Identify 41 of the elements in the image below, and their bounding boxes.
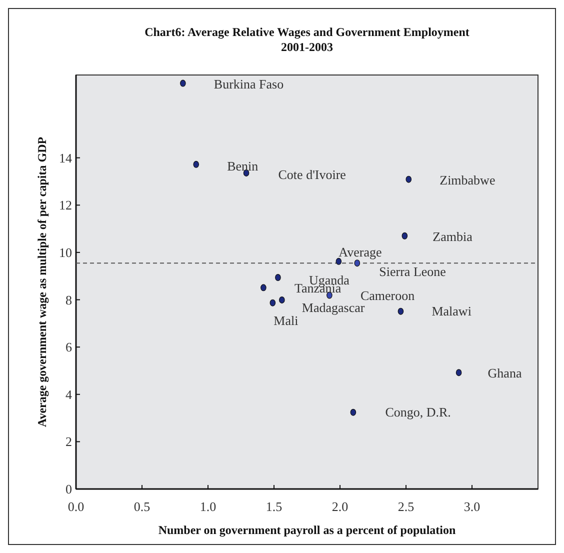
y-tick-label: 12: [59, 198, 72, 213]
point: [275, 274, 281, 282]
y-tick-label: 10: [59, 244, 72, 260]
x-tick-label: 2.5: [398, 499, 414, 514]
point: [402, 232, 408, 240]
y-tick-label: 8: [66, 292, 72, 308]
x-tick-label: 0.0: [68, 499, 84, 514]
annotation: Sierra Leone: [379, 264, 446, 280]
point: [260, 284, 266, 292]
x-tick-label: 2.0: [332, 499, 348, 514]
x-tick-label: 1.0: [200, 499, 216, 514]
y-tick-label: 6: [66, 340, 72, 355]
point: [270, 299, 276, 306]
point: [406, 176, 412, 183]
point: [193, 160, 200, 168]
y-axis-title: Average government wage as multiple of per capita GDP: [35, 136, 49, 428]
point: [354, 260, 360, 267]
x-tick-label: 3.0: [464, 499, 480, 514]
annotation: Congo, D.R.: [385, 404, 451, 420]
y-tick-label: 4: [66, 386, 72, 402]
annotation: Malawi: [432, 303, 472, 318]
annotation: Cote d'Ivoire: [278, 166, 346, 182]
annotation: Mali: [274, 312, 299, 328]
annotation: Zimbabwe: [440, 172, 496, 188]
point: [180, 80, 186, 87]
annotation: Benin: [227, 158, 259, 174]
x-tick-label: 0.5: [134, 499, 150, 514]
point: [456, 369, 462, 376]
point: [350, 408, 356, 416]
x-tick-label: 1.5: [266, 499, 282, 514]
chart-title: Chart6: Average Relative Wages and Government Employment 2001-2003: [144, 25, 470, 54]
y-tick-label: 14: [59, 150, 72, 166]
annotation: Zambia: [432, 228, 473, 244]
x-axis-title: Number on government payroll as a percent of population: [158, 523, 456, 537]
annotation: Average: [338, 244, 382, 260]
y-tick-label: 0: [66, 482, 72, 497]
point: [279, 296, 285, 304]
y-tick-label: 2: [66, 434, 72, 450]
point: [398, 308, 404, 315]
annotation: Ghana: [488, 366, 522, 381]
annotation: Burkina Faso: [214, 76, 284, 92]
